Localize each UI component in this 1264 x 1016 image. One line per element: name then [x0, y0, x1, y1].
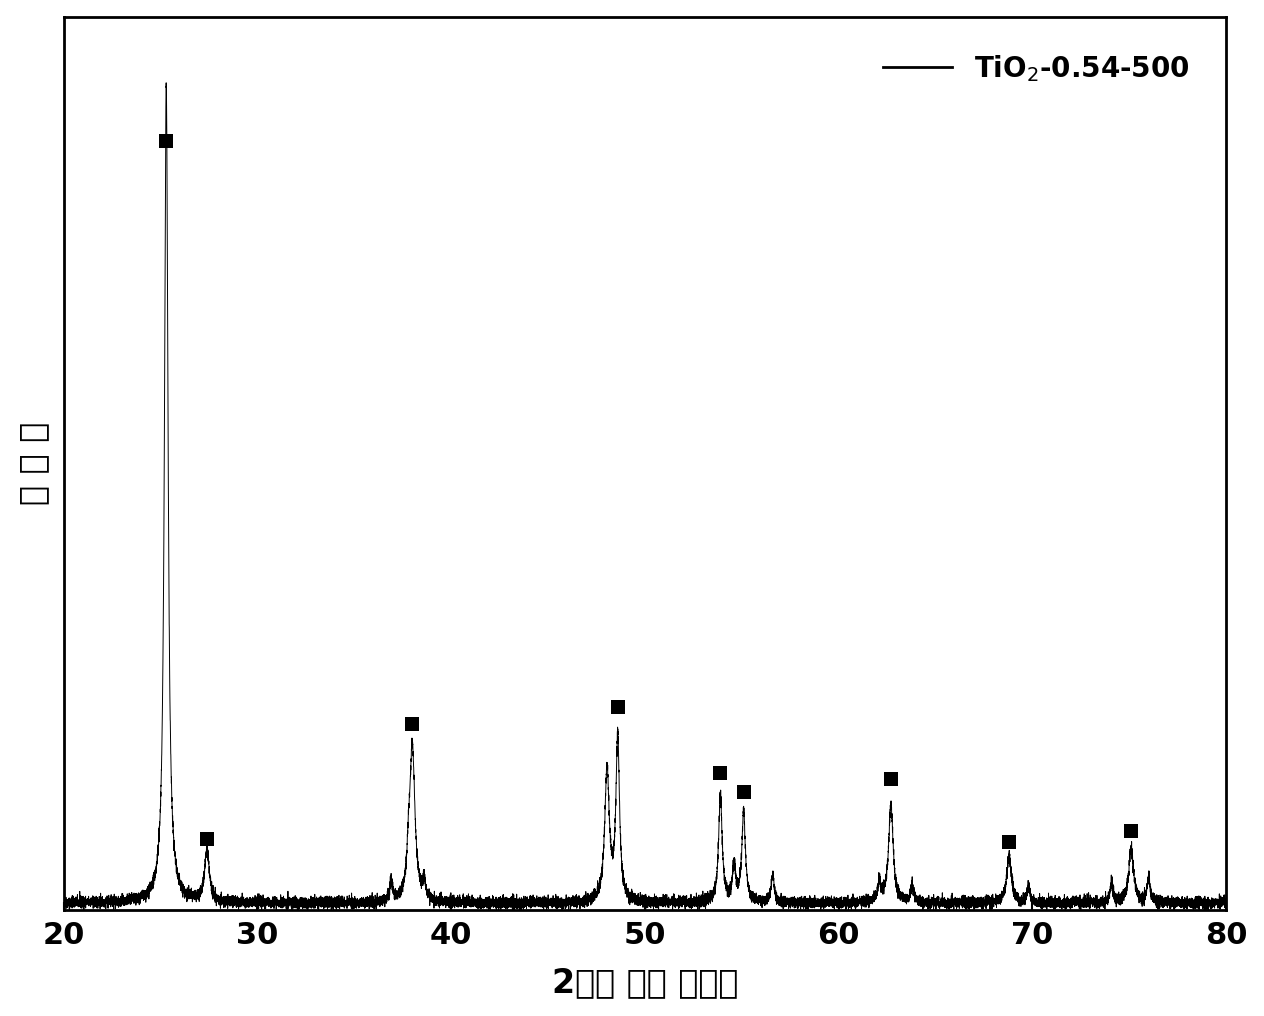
Y-axis label: 峰 强 度: 峰 强 度: [16, 422, 49, 505]
X-axis label: 2倍衍 射角 （度）: 2倍衍 射角 （度）: [551, 966, 738, 1000]
Legend: TiO$_2$-0.54-500: TiO$_2$-0.54-500: [861, 30, 1212, 106]
